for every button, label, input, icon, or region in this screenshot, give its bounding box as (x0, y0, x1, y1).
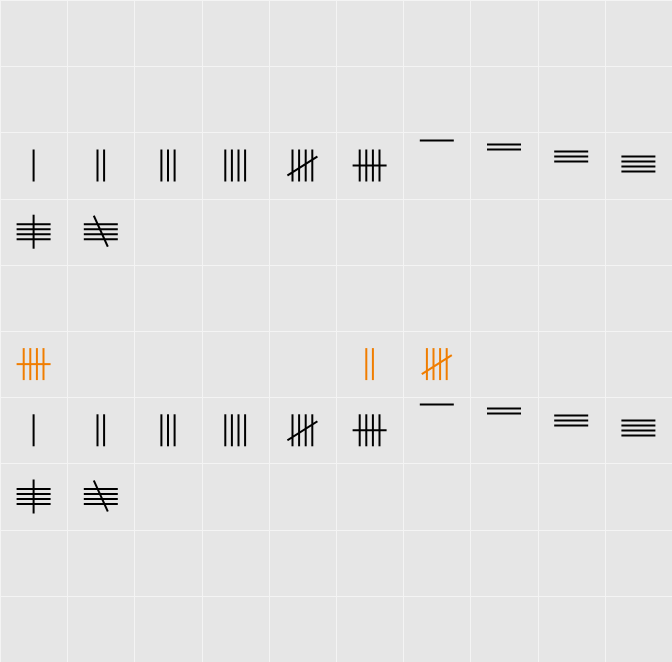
tally-tally-horizontal-crossbar-5-icon (16, 479, 51, 514)
tally-tally-vertical-crossbar-5-icon (352, 149, 387, 182)
tally-tally-vertical-5-icon (421, 348, 453, 381)
tally-tally-vertical-2-icon (96, 414, 106, 447)
tally-tally-vertical-3-icon (160, 414, 176, 447)
tally-cells (16, 139, 656, 514)
tally-tally-horizontal-3-icon (554, 150, 589, 163)
tally-tally-vertical-4-icon (224, 149, 247, 182)
tally-tally-vertical-2-icon (365, 348, 374, 381)
tally-tally-horizontal-4-icon (621, 155, 656, 173)
tally-tally-vertical-crossbar-5-icon (352, 414, 387, 447)
tally-stroke (92, 480, 109, 512)
tally-tally-horizontal-4-icon (621, 419, 656, 437)
tally-tally-horizontal-2-icon (487, 407, 521, 415)
tally-tally-vertical-4-icon (224, 414, 247, 447)
tally-tally-vertical-3-icon (160, 149, 176, 182)
tally-tally-vertical-2-icon (96, 149, 106, 182)
tally-stroke (286, 155, 318, 177)
tally-tally-vertical-5-icon (286, 414, 318, 447)
tally-tally-horizontal-3-icon (554, 414, 589, 427)
tally-stroke (286, 420, 318, 442)
tally-tally-horizontal-2-icon (487, 143, 521, 151)
tally-tally-horizontal-5-icon (83, 480, 118, 512)
tally-tally-horizontal-crossbar-5-icon (16, 214, 51, 249)
tally-stroke (92, 215, 109, 248)
tally-tally-vertical-crossbar-5-icon (16, 348, 51, 381)
tally-tally-vertical-5-icon (286, 149, 318, 182)
tally-tally-horizontal-5-icon (83, 215, 118, 248)
tally-stroke (421, 354, 453, 375)
